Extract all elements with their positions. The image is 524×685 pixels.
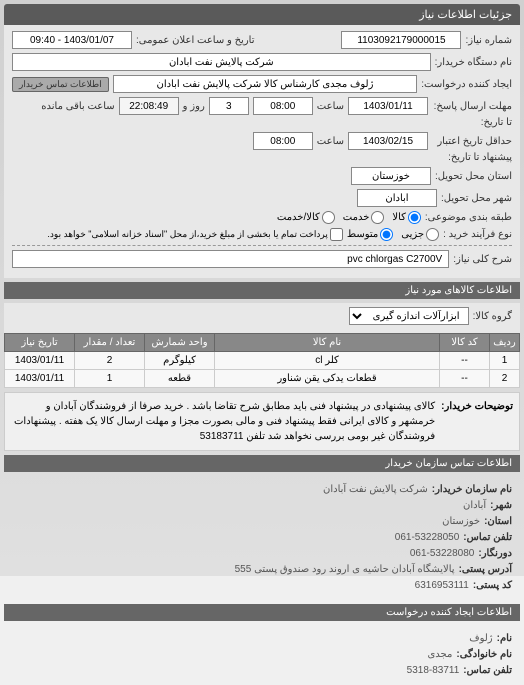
- buyer-notes-label: توضیحات خریدار:: [441, 399, 513, 444]
- org-fax-label: دورنگار:: [478, 546, 512, 562]
- table-cell: قطعات یدکی یقن شناور: [215, 370, 440, 388]
- buyer-notes-text: کالای پیشنهادی در پیشنهاد فنی باید مطابق…: [11, 399, 435, 444]
- table-row[interactable]: 2--قطعات یدکی یقن شناورقطعه11403/01/11: [5, 370, 520, 388]
- table-cell: --: [440, 352, 490, 370]
- subject-service-input[interactable]: [371, 211, 384, 224]
- request-number-label: شماره نیاز:: [465, 35, 512, 46]
- delivery-province-input[interactable]: [351, 167, 431, 185]
- org-phone-value: 061-53228050: [395, 530, 460, 546]
- org-city-value: آبادان: [463, 498, 486, 514]
- table-cell: --: [440, 370, 490, 388]
- time-remain-label: ساعت باقی مانده: [41, 101, 114, 112]
- org-info-header: اطلاعات تماس سازمان خریدار: [4, 455, 520, 472]
- buyer-notes-box: توضیحات خریدار: کالای پیشنهادی در پیشنها…: [4, 392, 520, 451]
- deadline-date-input[interactable]: [348, 97, 428, 115]
- subject-goods-radio[interactable]: کالا: [392, 211, 421, 224]
- creator-name-value: ژلوف: [469, 631, 492, 647]
- min-valid-label: حداقل تاریخ اعتبار: [432, 136, 512, 147]
- table-cell: کیلوگرم: [145, 352, 215, 370]
- table-header-row: ردیف کد کالا نام کالا واحد شمارش تعداد /…: [5, 334, 520, 352]
- col-date: تاریخ نیاز: [5, 334, 75, 352]
- subject-type-group: کالا خدمت کالا/خدمت: [277, 211, 421, 224]
- purchase-type-group: جزیی متوسط: [347, 228, 439, 241]
- requester-label: ایجاد کننده درخواست:: [421, 79, 512, 90]
- creator-phone-value: 5318-83711: [407, 663, 460, 679]
- creator-family-value: مجدی: [427, 647, 452, 663]
- items-table: ردیف کد کالا نام کالا واحد شمارش تعداد /…: [4, 333, 520, 388]
- time-remain-input[interactable]: [119, 97, 179, 115]
- public-date-input[interactable]: [12, 31, 132, 49]
- header-title: جزئیات اطلاعات نیاز: [419, 9, 512, 21]
- org-name-label: نام سازمان خریدار:: [432, 482, 512, 498]
- buyer-device-input[interactable]: [12, 53, 431, 71]
- deadline-start-label: تا تاریخ:: [481, 117, 512, 128]
- col-qty: تعداد / مقدار: [75, 334, 145, 352]
- org-phone-label: تلفن تماس:: [463, 530, 512, 546]
- table-cell: 2: [490, 370, 520, 388]
- contact-button[interactable]: اطلاعات تماس خریدار: [12, 77, 109, 92]
- org-info-section: نام سازمان خریدار: شرکت پالایش نفت آبادا…: [4, 476, 520, 600]
- subject-goods-input[interactable]: [408, 211, 421, 224]
- col-code: کد کالا: [440, 334, 490, 352]
- main-container: جزئیات اطلاعات نیاز شماره نیاز: تاریخ و …: [0, 0, 524, 576]
- public-date-label: تاریخ و ساعت اعلان عمومی:: [136, 35, 255, 46]
- group-dropdown[interactable]: ابزارآلات اندازه گیری: [349, 307, 469, 325]
- request-number-input[interactable]: [341, 31, 461, 49]
- time-label-1: ساعت: [317, 101, 344, 112]
- items-section-header: اطلاعات کالاهای مورد نیاز: [4, 282, 520, 299]
- delivery-province-label: استان محل تحویل:: [435, 171, 512, 182]
- deadline-label: مهلت ارسال پاسخ:: [432, 101, 512, 112]
- table-cell: 2: [75, 352, 145, 370]
- org-city-label: شهر:: [490, 498, 512, 514]
- delivery-city-label: شهر محل تحویل:: [441, 193, 512, 204]
- subject-goods-service-input[interactable]: [322, 211, 335, 224]
- org-postcode-value: 6316953111: [415, 578, 469, 594]
- org-name-value: شرکت پالایش نفت آبادان: [323, 482, 428, 498]
- purchase-small-radio[interactable]: جزیی: [401, 228, 439, 241]
- need-desc-label: شرح کلی نیاز:: [453, 254, 512, 265]
- table-cell: کلر cl: [215, 352, 440, 370]
- table-cell: 1403/01/11: [5, 352, 75, 370]
- days-remain-input[interactable]: [209, 97, 249, 115]
- purchase-note-checkbox[interactable]: [330, 228, 343, 241]
- valid-time-input[interactable]: [253, 132, 313, 150]
- org-fax-value: 061-53228080: [410, 546, 475, 562]
- org-postcode-label: کد پستی:: [473, 578, 512, 594]
- subject-service-radio[interactable]: خدمت: [343, 211, 385, 224]
- deadline-time-input[interactable]: [253, 97, 313, 115]
- col-name: نام کالا: [215, 334, 440, 352]
- purchase-small-input[interactable]: [426, 228, 439, 241]
- purchase-medium-input[interactable]: [380, 228, 393, 241]
- creator-family-label: نام خانوادگی:: [456, 647, 512, 663]
- col-unit: واحد شمارش: [145, 334, 215, 352]
- purchase-medium-radio[interactable]: متوسط: [347, 228, 393, 241]
- table-row[interactable]: 1--کلر clکیلوگرم21403/01/11: [5, 352, 520, 370]
- requester-input[interactable]: [113, 75, 418, 93]
- purchase-note-check[interactable]: پرداخت تمام یا بخشی از مبلغ خرید،از محل …: [47, 228, 342, 241]
- need-desc-input[interactable]: [12, 250, 449, 268]
- min-valid-label2: پیشنهاد تا تاریخ:: [448, 152, 512, 163]
- table-cell: 1: [75, 370, 145, 388]
- creator-info-section: نام: ژلوف نام خانوادگی: مجدی تلفن تماس: …: [4, 625, 520, 685]
- days-label: روز و: [183, 101, 205, 112]
- col-row: ردیف: [490, 334, 520, 352]
- table-cell: 1403/01/11: [5, 370, 75, 388]
- subject-goods-service-radio[interactable]: کالا/خدمت: [277, 211, 335, 224]
- table-cell: قطعه: [145, 370, 215, 388]
- creator-name-label: نام:: [497, 631, 512, 647]
- creator-info-header: اطلاعات ایجاد کننده درخواست: [4, 604, 520, 621]
- group-label: گروه کالا:: [473, 311, 512, 322]
- form-section: شماره نیاز: تاریخ و ساعت اعلان عمومی: نا…: [4, 25, 520, 278]
- subject-type-label: طبقه بندی موضوعی:: [425, 212, 512, 223]
- buyer-device-label: نام دستگاه خریدار:: [435, 57, 512, 68]
- org-province-label: استان:: [484, 514, 512, 530]
- header-bar: جزئیات اطلاعات نیاز: [4, 4, 520, 25]
- table-cell: 1: [490, 352, 520, 370]
- org-province-value: خوزستان: [442, 514, 480, 530]
- purchase-type-label: نوع فرآیند خرید :: [443, 229, 512, 240]
- time-label-2: ساعت: [317, 136, 344, 147]
- creator-phone-label: تلفن تماس:: [463, 663, 512, 679]
- delivery-city-input[interactable]: [357, 189, 437, 207]
- valid-date-input[interactable]: [348, 132, 428, 150]
